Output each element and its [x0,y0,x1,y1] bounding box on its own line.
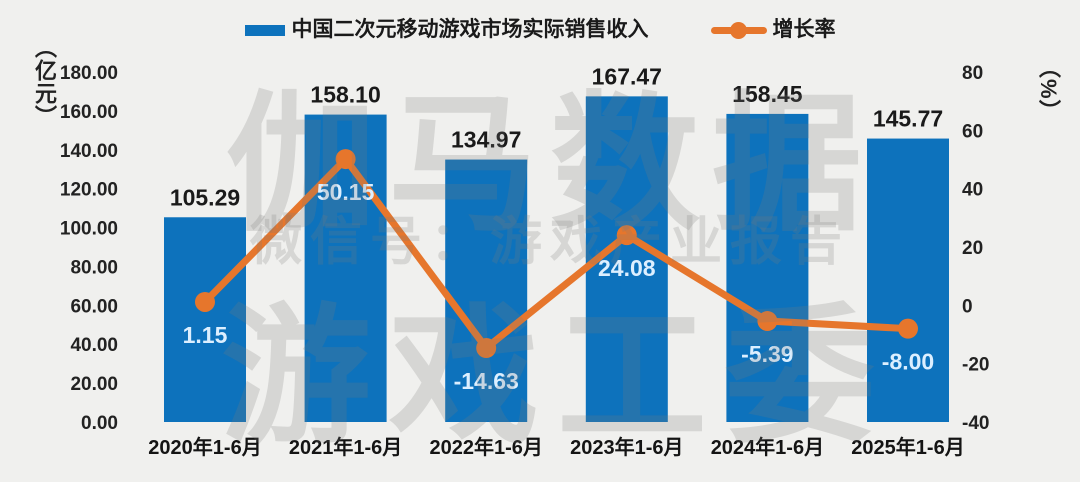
growth-value-label: -5.39 [741,341,793,367]
left-axis-unit: （亿元） [32,36,57,128]
line-legend-dot-icon [730,21,747,39]
left-axis-tick-label: 0.00 [81,413,118,434]
bar-legend-swatch-icon [244,24,285,36]
growth-value-label: 24.08 [598,255,656,281]
revenue-bar [164,217,246,422]
revenue-bar [445,159,528,422]
left-axis-tick-label: 120.00 [60,180,118,201]
left-axis-tick-label: 180.00 [60,63,118,84]
x-axis-category-label: 2021年1-6月 [289,435,402,459]
right-axis-tick-label: -40 [962,413,989,434]
bar-legend-label: 中国二次元移动游戏市场实际销售收入 [291,18,649,41]
right-axis-tick-label: 40 [962,180,983,201]
line-legend-label: 增长率 [772,18,836,41]
growth-value-label: 1.15 [183,322,228,348]
bar-value-label: 158.45 [732,81,803,107]
growth-value-label: -14.63 [454,368,519,394]
revenue-bar [726,113,809,423]
right-axis-tick-label: 60 [962,121,983,142]
left-axis-tick-label: 60.00 [70,296,118,317]
x-axis-category-label: 2025年1-6月 [851,435,964,459]
right-axis-tick-label: 20 [962,238,983,259]
bar-value-label: 134.97 [451,127,521,153]
left-axis-tick-label: 140.00 [60,141,118,162]
growth-line-point [335,149,356,170]
right-axis-tick-label: 0 [962,296,973,317]
bar-value-label: 167.47 [592,63,662,89]
line-legend-marker-icon [710,21,767,39]
bar-value-label: 145.77 [873,106,943,132]
right-axis-tick-label: 80 [962,63,983,84]
growth-line-point [898,318,918,339]
x-axis-category-label: 2024年1-6月 [711,435,824,459]
x-axis-category-label: 2020年1-6月 [148,435,261,459]
left-axis-tick-label: 100.00 [60,219,118,240]
legend: 中国二次元移动游戏市场实际销售收入 增长率 [0,16,1080,44]
left-axis-tick-label: 20.00 [70,374,118,395]
growth-line [201,155,912,352]
growth-line-point [616,225,637,246]
growth-value-label: 50.15 [317,179,375,205]
left-axis-tick-label: 80.00 [70,257,118,278]
right-axis-tick-label: -20 [962,355,989,376]
growth-line-point [757,311,778,332]
left-axis-tick-label: 40.00 [70,335,118,356]
bar-value-label: 158.10 [310,82,380,108]
growth-value-label: -8.00 [882,349,934,375]
growth-line-point [476,338,497,359]
right-axis-unit: （%） [1036,56,1061,123]
x-axis-category-label: 2022年1-6月 [429,435,542,459]
revenue-bar [867,138,949,422]
growth-line-point [195,291,215,312]
x-axis-category-label: 2023年1-6月 [570,435,683,459]
left-axis-tick-label: 160.00 [60,102,118,123]
bar-value-label: 105.29 [170,184,240,210]
